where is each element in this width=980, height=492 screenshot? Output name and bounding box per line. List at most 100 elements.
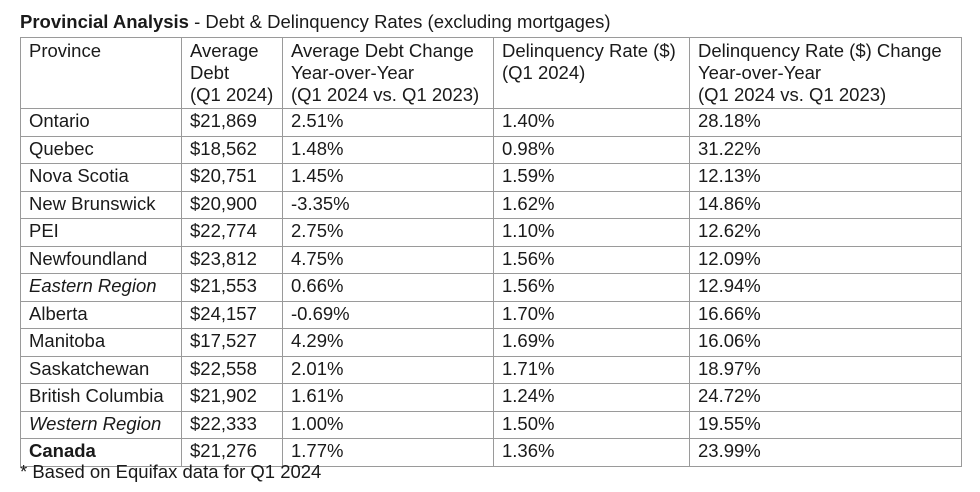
- cell-delinquency-rate-change: 12.13%: [689, 163, 962, 192]
- cell-average-debt: $22,333: [181, 410, 283, 439]
- table-row: PEI $22,774 2.75% 1.10% 12.62%: [20, 218, 962, 247]
- header-line: Delinquency Rate ($): [502, 40, 676, 61]
- header-delinquency-rate-change: Delinquency Rate ($) Change Year-over-Yea…: [689, 37, 962, 109]
- cell-province: Saskatchewan: [20, 355, 182, 384]
- table-row: New Brunswick $20,900 -3.35% 1.62% 14.86%: [20, 190, 962, 219]
- header-line: Debt: [190, 62, 230, 83]
- cell-province: British Columbia: [20, 383, 182, 412]
- cell-delinquency-rate: 1.50%: [493, 410, 690, 439]
- cell-delinquency-rate-change: 18.97%: [689, 355, 962, 384]
- header-row: Province Average Debt (Q1 2024) Average Debt…: [20, 37, 962, 109]
- table-row: Saskatchewan $22,558 2.01% 1.71% 18.97%: [20, 355, 962, 384]
- header-line: Year-over-Year: [291, 62, 415, 83]
- header-average-debt-change: Average Debt Change Year-over-Year (Q1 202…: [282, 37, 494, 109]
- cell-average-debt-change: 1.45%: [282, 163, 494, 192]
- cell-average-debt: $18,562: [181, 135, 283, 164]
- table-row: Canada $21,276 1.77% 1.36% 23.99%: [20, 438, 962, 467]
- cell-average-debt-change: -3.35%: [282, 190, 494, 219]
- header-delinquency-rate: Delinquency Rate ($) (Q1 2024): [493, 37, 690, 109]
- table-title: Provincial Analysis - Debt & Delinquency…: [20, 11, 611, 33]
- cell-average-debt: $24,157: [181, 300, 283, 329]
- cell-province: Newfoundland: [20, 245, 182, 274]
- cell-average-debt: $20,900: [181, 190, 283, 219]
- cell-delinquency-rate: 1.24%: [493, 383, 690, 412]
- cell-average-debt: $21,902: [181, 383, 283, 412]
- table-row: Quebec $18,562 1.48% 0.98% 31.22%: [20, 135, 962, 164]
- cell-average-debt-change: 1.00%: [282, 410, 494, 439]
- header-line: (Q1 2024): [190, 84, 274, 105]
- cell-province: Quebec: [20, 135, 182, 164]
- cell-average-debt: $21,276: [181, 438, 283, 467]
- cell-average-debt: $21,869: [181, 108, 283, 137]
- table-row: British Columbia $21,902 1.61% 1.24% 24.72%: [20, 383, 962, 412]
- cell-delinquency-rate: 1.56%: [493, 273, 690, 302]
- header-line: (Q1 2024): [502, 62, 586, 83]
- cell-average-debt: $23,812: [181, 245, 283, 274]
- table-title-rest: - Debt & Delinquency Rates (excluding mo…: [188, 11, 611, 32]
- cell-delinquency-rate-change: 23.99%: [689, 438, 962, 467]
- cell-delinquency-rate: 1.10%: [493, 218, 690, 247]
- cell-delinquency-rate-change: 12.09%: [689, 245, 962, 274]
- cell-average-debt: $20,751: [181, 163, 283, 192]
- cell-delinquency-rate: 1.36%: [493, 438, 690, 467]
- cell-delinquency-rate-change: 24.72%: [689, 383, 962, 412]
- header-line: Average Debt Change: [291, 40, 474, 61]
- cell-province: Nova Scotia: [20, 163, 182, 192]
- header-line: Year-over-Year: [698, 62, 822, 83]
- header-line: Average: [190, 40, 259, 61]
- cell-province: Ontario: [20, 108, 182, 137]
- header-line: (Q1 2024 vs. Q1 2023): [698, 84, 887, 105]
- cell-average-debt: $22,558: [181, 355, 283, 384]
- cell-average-debt-change: 2.01%: [282, 355, 494, 384]
- header-province: Province: [20, 37, 182, 109]
- cell-delinquency-rate: 1.56%: [493, 245, 690, 274]
- cell-average-debt-change: 4.29%: [282, 328, 494, 357]
- cell-delinquency-rate: 1.40%: [493, 108, 690, 137]
- cell-delinquency-rate-change: 16.66%: [689, 300, 962, 329]
- header-line: (Q1 2024 vs. Q1 2023): [291, 84, 480, 105]
- cell-delinquency-rate: 1.59%: [493, 163, 690, 192]
- cell-average-debt: $22,774: [181, 218, 283, 247]
- cell-delinquency-rate: 1.71%: [493, 355, 690, 384]
- provincial-analysis-table: Province Average Debt (Q1 2024) Average Debt…: [20, 37, 962, 467]
- table-title-bold: Provincial Analysis: [20, 11, 189, 32]
- header-line: Province: [29, 40, 101, 61]
- cell-province: Manitoba: [20, 328, 182, 357]
- cell-average-debt: $21,553: [181, 273, 283, 302]
- cell-province: Alberta: [20, 300, 182, 329]
- cell-delinquency-rate-change: 28.18%: [689, 108, 962, 137]
- cell-delinquency-rate-change: 16.06%: [689, 328, 962, 357]
- table-row: Nova Scotia $20,751 1.45% 1.59% 12.13%: [20, 163, 962, 192]
- cell-delinquency-rate: 1.69%: [493, 328, 690, 357]
- cell-delinquency-rate-change: 12.94%: [689, 273, 962, 302]
- cell-average-debt-change: 1.48%: [282, 135, 494, 164]
- header-average-debt: Average Debt (Q1 2024): [181, 37, 283, 109]
- table-row: Manitoba $17,527 4.29% 1.69% 16.06%: [20, 328, 962, 357]
- cell-delinquency-rate-change: 19.55%: [689, 410, 962, 439]
- cell-delinquency-rate-change: 31.22%: [689, 135, 962, 164]
- cell-province: Western Region: [20, 410, 182, 439]
- cell-delinquency-rate: 1.70%: [493, 300, 690, 329]
- table-row: Alberta $24,157 -0.69% 1.70% 16.66%: [20, 300, 962, 329]
- table-row: Ontario $21,869 2.51% 1.40% 28.18%: [20, 108, 962, 137]
- cell-average-debt-change: 0.66%: [282, 273, 494, 302]
- cell-average-debt-change: 4.75%: [282, 245, 494, 274]
- cell-province: New Brunswick: [20, 190, 182, 219]
- table-row: Eastern Region $21,553 0.66% 1.56% 12.94%: [20, 273, 962, 302]
- table-row: Newfoundland $23,812 4.75% 1.56% 12.09%: [20, 245, 962, 274]
- table-row: Western Region $22,333 1.00% 1.50% 19.55%: [20, 410, 962, 439]
- cell-province: Eastern Region: [20, 273, 182, 302]
- cell-delinquency-rate-change: 12.62%: [689, 218, 962, 247]
- cell-province: PEI: [20, 218, 182, 247]
- cell-average-debt-change: 2.75%: [282, 218, 494, 247]
- cell-province: Canada: [20, 438, 182, 467]
- cell-delinquency-rate-change: 14.86%: [689, 190, 962, 219]
- cell-average-debt: $17,527: [181, 328, 283, 357]
- footnote: * Based on Equifax data for Q1 2024: [20, 461, 322, 482]
- cell-average-debt-change: 2.51%: [282, 108, 494, 137]
- cell-average-debt-change: 1.61%: [282, 383, 494, 412]
- header-line: Delinquency Rate ($) Change: [698, 40, 942, 61]
- cell-delinquency-rate: 0.98%: [493, 135, 690, 164]
- cell-average-debt-change: -0.69%: [282, 300, 494, 329]
- cell-delinquency-rate: 1.62%: [493, 190, 690, 219]
